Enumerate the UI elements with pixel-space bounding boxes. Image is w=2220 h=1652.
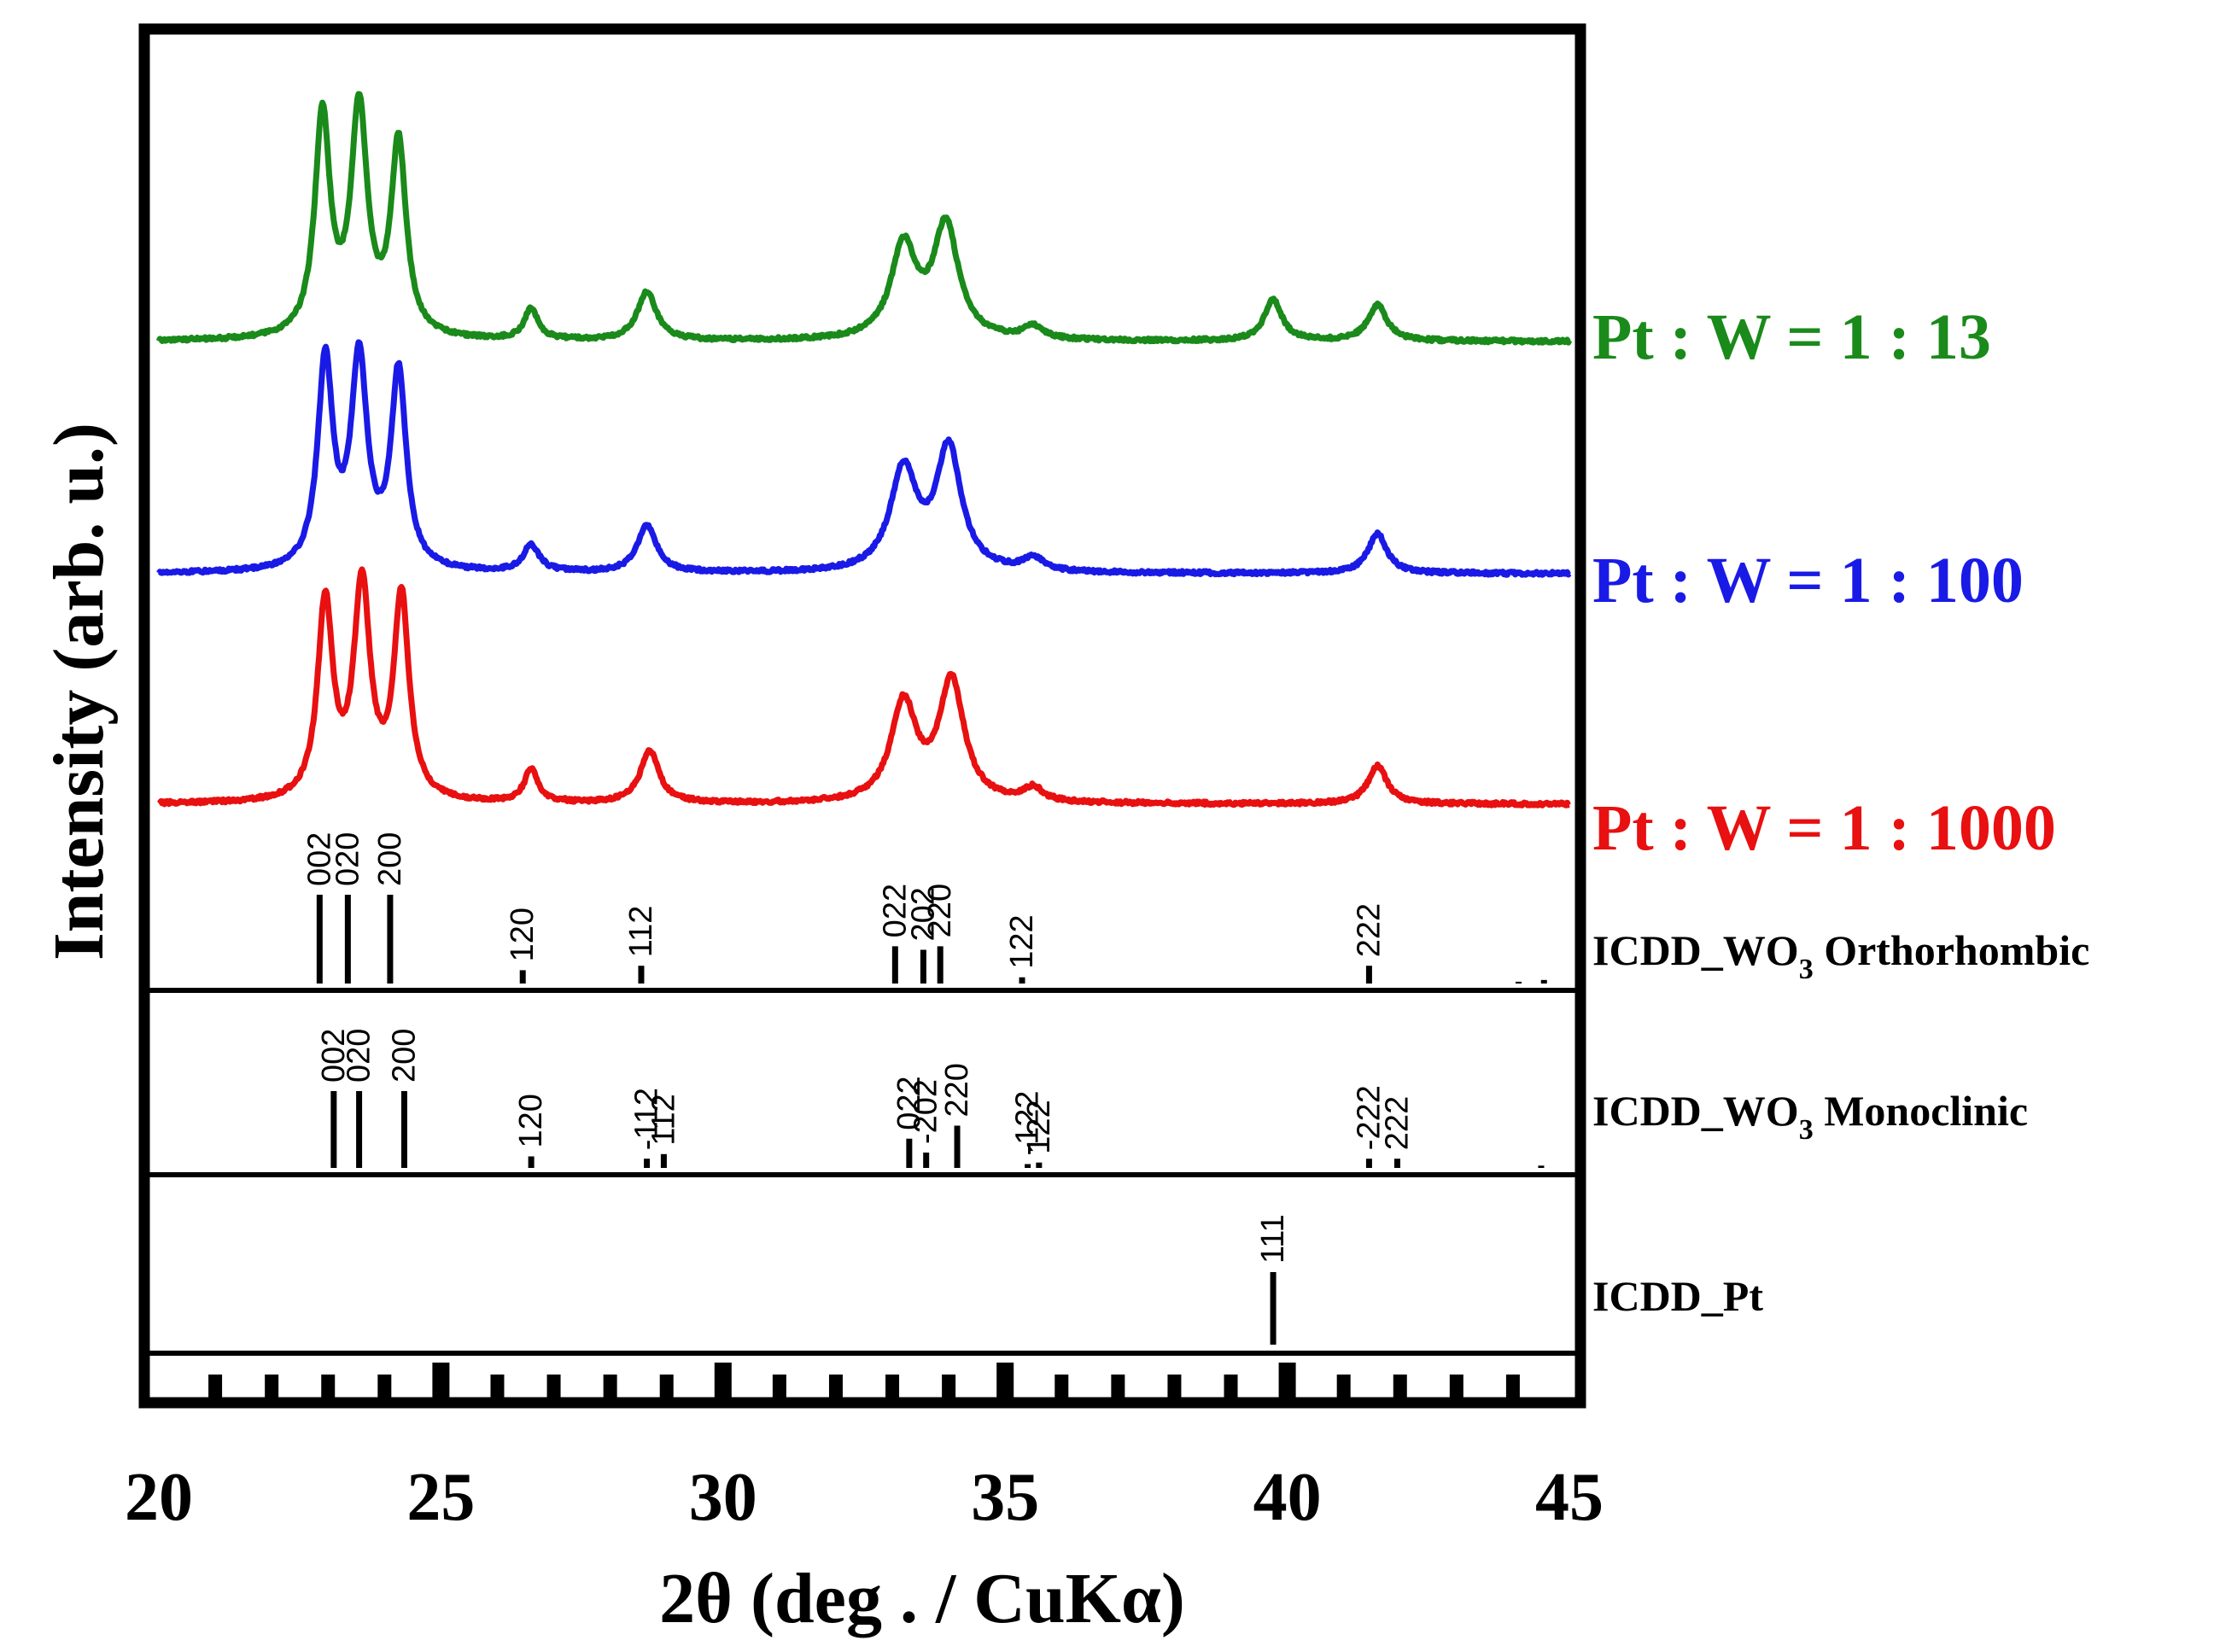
minor-tick xyxy=(1505,1375,1520,1400)
reference-label-main: ICDD_WO xyxy=(1592,1087,1799,1135)
x-axis: 20 25 30 35 40 45 xyxy=(125,1351,1604,1535)
series-label: Pt : W = 1 : 100 xyxy=(1592,545,2024,616)
x-axis-label: 2θ (deg . / CuKα) xyxy=(659,1559,1185,1638)
reference-label: ICDD_WO3 Orthorhombic xyxy=(1592,926,2089,985)
miller-index-label: -122 xyxy=(1010,1090,1046,1155)
miller-index-label: 220 xyxy=(922,884,958,937)
x-tick-label: 25 xyxy=(406,1460,475,1535)
major-tick xyxy=(1278,1363,1296,1400)
series-label: Pt : W = 1 : 1000 xyxy=(1592,792,2056,864)
miller-index-label: 222 xyxy=(1379,1096,1415,1150)
major-tick xyxy=(714,1363,732,1400)
reference-label: ICDD_Pt xyxy=(1592,1272,1763,1320)
minor-tick xyxy=(321,1375,336,1400)
reference-label-subscript: 3 xyxy=(1799,954,1814,985)
minor-tick xyxy=(942,1375,956,1400)
major-tick xyxy=(996,1363,1014,1400)
series-label: Pt : W = 1 : 13 xyxy=(1592,301,1991,373)
reference-label-main: ICDD_Pt xyxy=(1592,1272,1763,1320)
series-line xyxy=(156,566,1572,808)
miller-index-label: 120 xyxy=(505,908,540,961)
reference-label-rest: Orthorhombic xyxy=(1814,926,2090,974)
minor-tick xyxy=(265,1375,279,1400)
miller-index-label: 020 xyxy=(342,1029,377,1083)
miller-index-label: 202 xyxy=(905,887,941,941)
minor-tick xyxy=(772,1375,786,1400)
miller-index-label: 022 xyxy=(891,1076,927,1130)
minor-tick xyxy=(1054,1375,1069,1400)
minor-tick xyxy=(1224,1375,1238,1400)
x-tick-label: 40 xyxy=(1253,1460,1322,1535)
miller-index-label: 220 xyxy=(939,1063,975,1117)
minor-tick xyxy=(603,1375,617,1400)
major-tick xyxy=(432,1363,450,1400)
minor-tick xyxy=(659,1375,674,1400)
miller-index-label: 112 xyxy=(623,906,659,958)
miller-index-label: -202 xyxy=(908,1079,944,1144)
series-line xyxy=(155,90,1573,346)
reference-label-subscript: 3 xyxy=(1799,1114,1814,1146)
miller-index-label: 122 xyxy=(1004,914,1040,968)
xrd-traces: Pt : W = 1 : 13 Pt : W = 1 : 100 Pt : W = … xyxy=(155,90,2056,864)
plot-frame xyxy=(138,23,1586,1409)
miller-index-label: 002 xyxy=(301,832,337,886)
minor-tick xyxy=(1167,1375,1182,1400)
y-axis-label: Intensity (arb. u.) xyxy=(39,423,119,960)
minor-tick xyxy=(1111,1375,1125,1400)
miller-index-label: 222 xyxy=(1351,903,1387,957)
miller-index-label: 122 xyxy=(1021,1100,1057,1153)
minor-tick xyxy=(1336,1375,1351,1400)
minor-tick xyxy=(208,1375,223,1400)
miller-index-label: 112 xyxy=(646,1094,681,1146)
reference-label-main: ICDD_WO xyxy=(1592,926,1799,974)
reference-label-rest: Monoclinic xyxy=(1814,1087,2028,1135)
minor-tick xyxy=(828,1375,843,1400)
miller-index-label: -112 xyxy=(629,1088,665,1150)
minor-tick xyxy=(490,1375,505,1400)
miller-index-label: 020 xyxy=(330,832,365,886)
series-line xyxy=(156,339,1572,578)
miller-index-label: 200 xyxy=(386,1029,422,1083)
x-tick-label: 45 xyxy=(1535,1460,1604,1535)
miller-index-label: 002 xyxy=(316,1029,352,1083)
miller-index-label: 200 xyxy=(372,832,408,886)
miller-index-label: 022 xyxy=(877,884,913,937)
reference-label: ICDD_WO3 Monoclinic xyxy=(1592,1087,2028,1146)
x-tick-label: 20 xyxy=(125,1460,193,1535)
minor-tick xyxy=(885,1375,900,1400)
x-tick-label: 35 xyxy=(971,1460,1039,1535)
x-tick-label: 30 xyxy=(689,1460,757,1535)
minor-tick xyxy=(1393,1375,1407,1400)
minor-tick xyxy=(1449,1375,1463,1400)
miller-index-label: 120 xyxy=(513,1094,549,1147)
minor-tick xyxy=(377,1375,392,1400)
minor-tick xyxy=(546,1375,561,1400)
miller-index-label: -222 xyxy=(1351,1085,1387,1150)
miller-index-label: 111 xyxy=(1255,1214,1291,1264)
